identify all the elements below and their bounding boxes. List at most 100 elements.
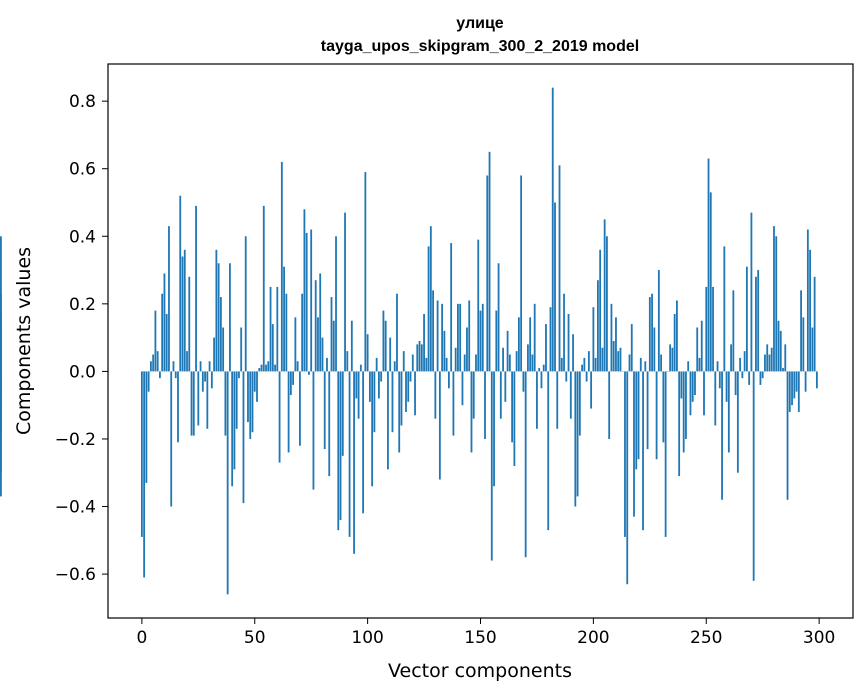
plot-frame [107, 63, 854, 619]
bar-component-145 [468, 300, 471, 372]
bar-component-129 [432, 290, 434, 372]
bar-component-118 [407, 371, 410, 402]
bar-component-28 [204, 371, 206, 382]
bar-component-101 [368, 371, 371, 402]
bar-component-100 [366, 334, 369, 372]
bar-component-248 [700, 320, 703, 372]
bar-component-158 [497, 263, 500, 372]
bar-component-212 [619, 347, 622, 372]
bar-component-12 [168, 226, 170, 372]
bar-component-283 [779, 330, 782, 372]
bar-component-109 [387, 371, 389, 470]
bar-component-214 [624, 371, 626, 537]
bar-component-216 [628, 354, 631, 372]
bar-component-169 [522, 371, 525, 392]
bar-component-226 [651, 293, 653, 372]
bar-component-111 [391, 371, 394, 433]
bar-component-24 [195, 205, 197, 372]
bar-component-147 [472, 371, 475, 419]
bar-component-undefined [0, 293, 2, 372]
bar-component-205 [603, 219, 606, 372]
bar-component-291 [797, 371, 800, 412]
bar-component-56 [267, 361, 270, 372]
bar-component-277 [766, 344, 769, 372]
bar-component-99 [364, 172, 367, 372]
bar-component-282 [777, 320, 780, 372]
bar-component-247 [698, 357, 701, 372]
bar-component-5 [152, 354, 155, 372]
bar-component-90 [344, 212, 346, 372]
bar-component-128 [429, 226, 432, 372]
bar-component-25 [197, 371, 200, 426]
bar-component-197 [585, 371, 588, 382]
bar-component-87 [337, 371, 340, 531]
bar-component-16 [177, 371, 179, 443]
bar-component-30 [208, 361, 211, 372]
bar-component-166 [515, 351, 518, 372]
bar-component-78 [317, 317, 319, 372]
bar-component-63 [283, 266, 285, 372]
bar-component-265 [739, 357, 742, 372]
bar-component-207 [608, 371, 611, 439]
bar-component-175 [536, 371, 538, 429]
bar-component-89 [341, 371, 344, 456]
bar-component-85 [332, 320, 335, 372]
bar-component-140 [457, 303, 459, 372]
bar-component-8 [159, 371, 161, 379]
x-axis-ticks: 0 50 100 150 200 250 300 [136, 618, 835, 648]
bar-component-130 [434, 371, 437, 419]
bar-component-149 [477, 239, 480, 372]
bar-component-116 [402, 351, 405, 372]
bar-component-208 [610, 303, 613, 372]
bar-component-246 [696, 327, 699, 372]
x-tick-label: 250 [690, 628, 722, 648]
bar-component-52 [258, 368, 261, 372]
bar-component-94 [353, 371, 355, 554]
bar-component-299 [815, 371, 818, 389]
bar-component-215 [626, 371, 629, 585]
bar-component-41 [233, 371, 236, 470]
bar-component-249 [703, 371, 705, 416]
x-tick-label: 200 [577, 628, 609, 648]
bar-component-73 [305, 232, 308, 372]
bar-component-124 [420, 344, 423, 372]
bar-component-68 [294, 317, 297, 372]
bar-component-26 [199, 361, 202, 372]
bar-component-40 [231, 371, 234, 487]
bar-component-75 [310, 229, 313, 372]
bar-component-134 [443, 330, 446, 372]
bar-component-285 [784, 344, 787, 372]
bar-component-161 [504, 371, 507, 402]
bar-component-136 [447, 371, 450, 389]
chart-title-line2: tayga_upos_skipgram_300_2_2019 model [321, 38, 639, 55]
bar-component-229 [657, 270, 660, 372]
bar-component-180 [547, 371, 550, 531]
bar-component-150 [479, 310, 482, 372]
bar-component-276 [764, 354, 766, 372]
bar-component-108 [384, 320, 387, 372]
bar-component-269 [748, 371, 751, 385]
bar-component-83 [328, 371, 331, 477]
bar-component-232 [664, 371, 667, 537]
bar-component-86 [335, 236, 337, 372]
bar-component-2 [145, 371, 148, 483]
bar-component-279 [770, 347, 773, 372]
bar-component-209 [612, 341, 615, 372]
bar-component-undefined [0, 351, 2, 372]
bar-component-234 [669, 344, 672, 372]
bar-component-154 [488, 151, 491, 372]
bar-component-257 [721, 371, 723, 500]
bar-component-148 [475, 354, 477, 372]
bar-component-9 [161, 293, 164, 372]
bar-component-42 [235, 371, 238, 429]
bar-component-23 [192, 371, 195, 436]
bar-component-21 [188, 276, 191, 372]
y-tick-label: −0.6 [55, 565, 96, 585]
y-tick-label: 0.0 [69, 362, 96, 382]
bar-component-105 [378, 371, 380, 399]
bar-component-43 [238, 371, 240, 379]
bar-component-79 [319, 273, 322, 372]
bar-component-113 [396, 293, 398, 372]
bar-component-60 [276, 286, 279, 372]
